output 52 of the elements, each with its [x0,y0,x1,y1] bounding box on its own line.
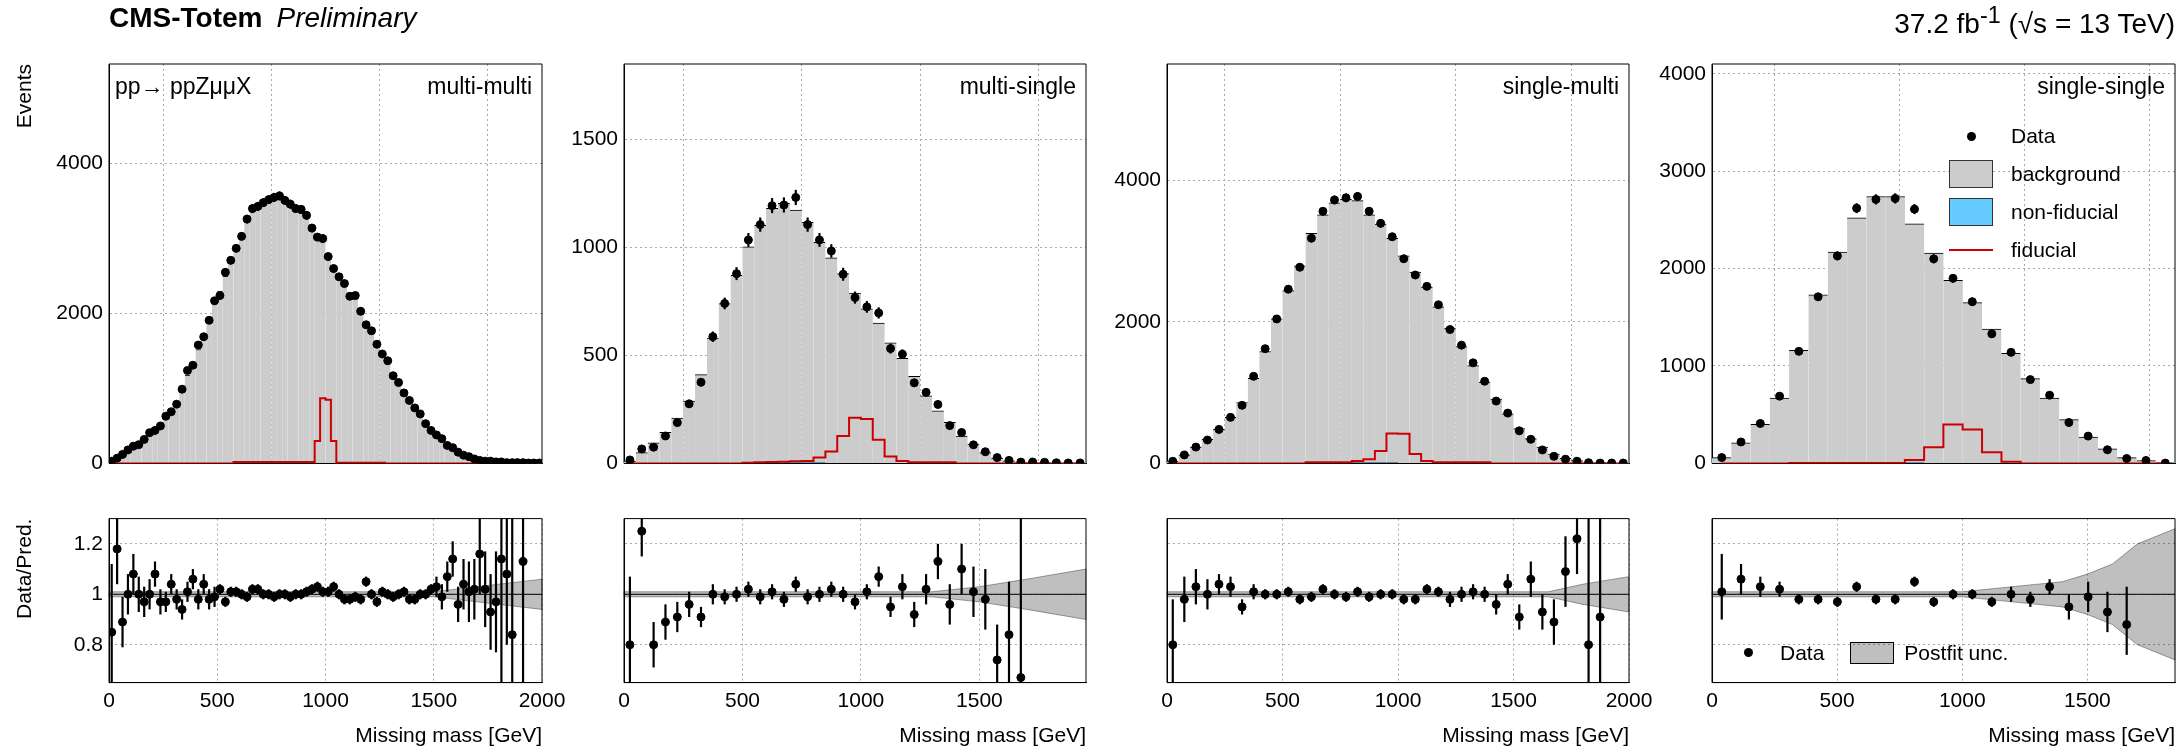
x-tick-label: 500 [1264,688,1301,711]
annotation: multi-multi [427,72,532,99]
y-tick-label: 0 [91,450,103,474]
x-tick-label: 1000 [837,688,885,711]
y-tick-label: 3000 [1659,157,1706,181]
y-tick-label: 0 [1149,450,1161,474]
y-axis-title: Events [12,64,36,129]
chart-subtitle: Preliminary [276,2,417,33]
x-tick-label: 500 [199,688,235,711]
y-tick-label: 1000 [1659,352,1706,376]
x-tick-label: 1500 [956,688,1003,711]
x-tick-label: 1000 [1938,688,1986,711]
legend-label: Data [2011,124,2057,148]
y-tick-label: 2000 [1659,255,1706,279]
y-tick-label: 4000 [1659,60,1706,84]
x-axis-title: Missing mass [GeV] [1988,723,2175,747]
chart-title: CMS-Totem [109,2,263,33]
y-tick-label: 2000 [56,300,103,324]
y-tick-label: 2000 [1114,308,1161,332]
legend-label: Postfit unc. [1904,640,2009,665]
chart-title: 37.2 fb$^{-1}$ (√s = 13 TeV) [1894,2,2175,40]
x-tick-label: 1000 [1374,688,1422,711]
y-tick-label: 1.2 [73,530,103,554]
y-tick-label: 1 [91,581,103,605]
x-tick-label: 1500 [2064,688,2111,711]
y-tick-label: 4000 [1114,166,1161,190]
legend-label: Data [1780,640,1825,665]
y-tick-label: 1500 [571,126,618,150]
y-tick-label: 0.8 [73,631,103,655]
y-tick-label: 0 [1694,450,1706,474]
x-tick-label: 500 [724,688,760,711]
x-tick-label: 1500 [1490,688,1537,711]
x-axis-title: Missing mass [GeV] [1442,723,1629,747]
legend-label: non-fiducial [2011,200,2120,224]
x-tick-label: 1000 [302,688,349,711]
legend-label: background [2011,162,2122,186]
y-tick-label: 4000 [56,150,103,174]
annotation: multi-single [959,72,1076,99]
x-tick-label: 2000 [1605,688,1653,711]
y-tick-label: 500 [582,342,618,366]
y-axis-title: Data/Pred. [12,518,36,619]
x-tick-label: 1500 [410,688,458,711]
annotation: single-multi [1502,72,1619,99]
x-tick-label: 2000 [518,688,566,711]
annotation: single-single [2037,72,2165,99]
legend-label: fiducial [2011,238,2078,262]
x-axis-title: Missing mass [GeV] [899,723,1086,747]
y-tick-label: 1000 [571,234,618,258]
x-axis-title: Missing mass [GeV] [355,723,542,747]
y-tick-label: 0 [606,450,618,474]
annotation: pp→ ppZμμX [115,72,252,99]
x-tick-label: 500 [1819,688,1855,711]
